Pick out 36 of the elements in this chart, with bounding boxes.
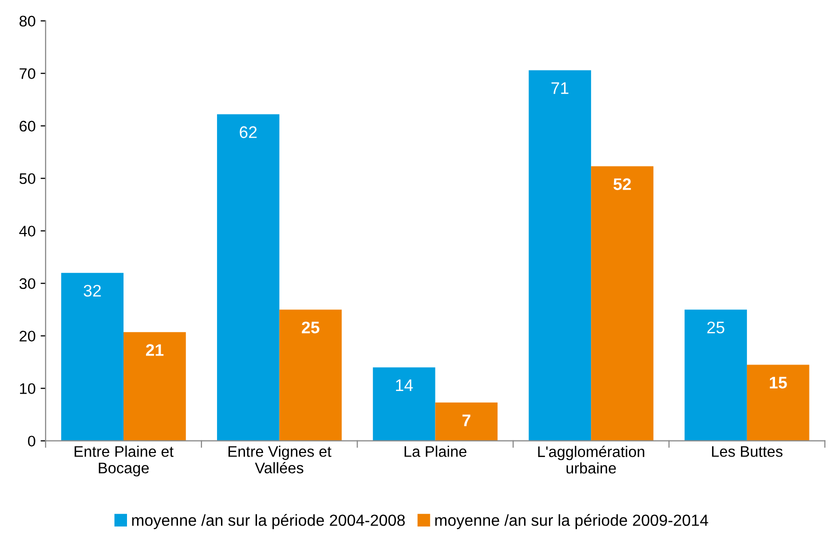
- y-tick-label: 0: [28, 436, 36, 447]
- bar: [61, 272, 124, 441]
- y-tick-label: 70: [20, 68, 36, 80]
- x-tick-label: La Plaine: [404, 446, 466, 457]
- data-label: 62: [240, 126, 257, 138]
- data-label: 71: [551, 82, 568, 94]
- data-label: 15: [770, 376, 787, 389]
- x-tick-label: Les Buttes: [712, 446, 782, 457]
- bar: [528, 70, 592, 441]
- data-label: 25: [707, 322, 724, 334]
- data-label: 32: [84, 284, 101, 297]
- bar: [279, 310, 342, 441]
- x-tick-label: Entre Vignes et Vallées: [228, 446, 332, 474]
- y-tick-label: 50: [19, 173, 36, 184]
- bar: [217, 114, 280, 441]
- data-label: 52: [613, 178, 631, 190]
- y-tick-label: 60: [20, 120, 36, 132]
- x-tick-label: Entre Plaine et Bocage: [74, 446, 174, 476]
- data-label: 21: [146, 344, 164, 356]
- y-tick-label: 80: [20, 16, 36, 27]
- legend-label: moyenne /an sur la période 2009-2014: [435, 514, 708, 530]
- bar: [591, 166, 654, 441]
- bar: [746, 364, 810, 441]
- x-tick-label: L'agglomération urbaine: [538, 446, 644, 474]
- data-label: 7: [462, 414, 470, 426]
- y-tick-label: 40: [19, 226, 36, 237]
- bar: [124, 332, 186, 441]
- y-tick-label: 20: [20, 330, 36, 342]
- legend-label: moyenne /an sur la période 2004-2008: [132, 514, 405, 530]
- data-label: 14: [396, 380, 413, 391]
- bar: [372, 367, 436, 441]
- bar: [435, 402, 498, 441]
- y-tick-label: 30: [19, 278, 36, 290]
- data-label: 25: [302, 322, 320, 334]
- bar: [684, 310, 747, 441]
- y-tick-label: 10: [20, 383, 36, 394]
